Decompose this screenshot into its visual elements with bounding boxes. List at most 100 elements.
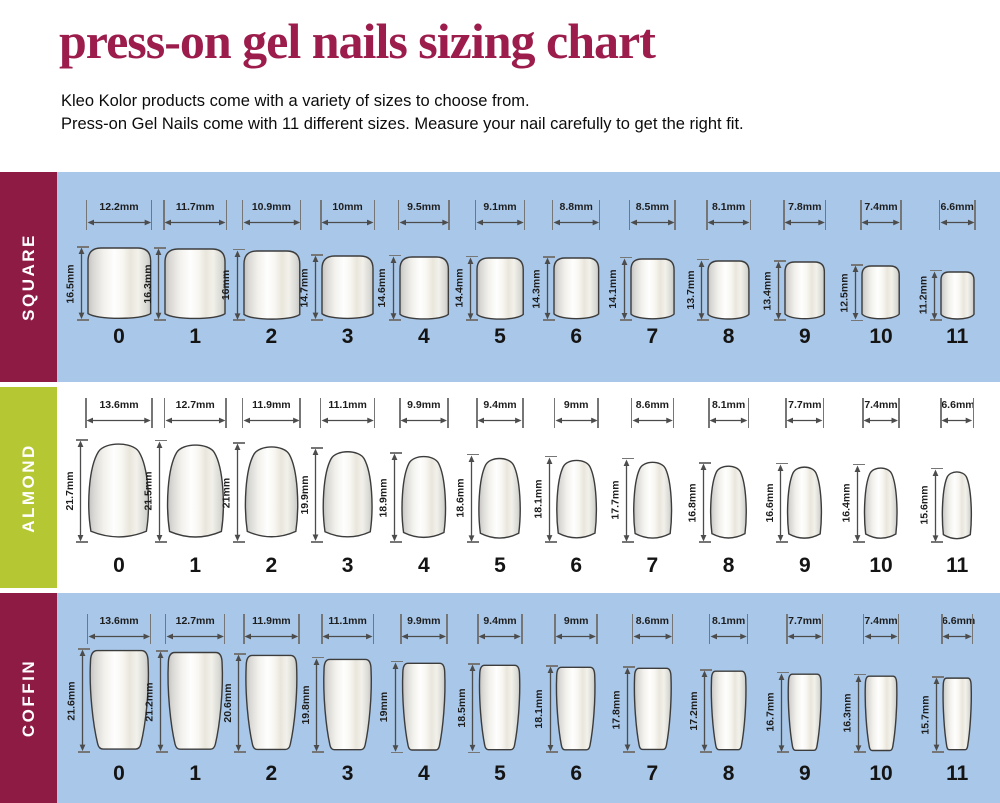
dimension-arrow bbox=[784, 219, 825, 226]
size-number: 5 bbox=[494, 554, 506, 577]
dimension-arrow bbox=[87, 219, 151, 226]
dimension-arrow-wrap bbox=[776, 464, 785, 542]
dimension-tick bbox=[163, 200, 165, 230]
dimension-tick bbox=[851, 319, 864, 321]
dimension-arrow-wrap bbox=[633, 632, 673, 641]
dimension-tick bbox=[311, 319, 324, 321]
dimension-arrow bbox=[852, 265, 859, 320]
width-dimension-label: 11.1mm bbox=[328, 615, 367, 627]
nail-cell: 9.4mm 18.6mm 5 bbox=[455, 387, 538, 588]
dimension-tick bbox=[164, 614, 167, 644]
dimension-arrow-wrap bbox=[861, 218, 901, 227]
dimension-arrow bbox=[700, 463, 707, 542]
dimension-arrow bbox=[544, 257, 551, 320]
height-dimension-label: 14.7mm bbox=[298, 268, 311, 308]
dimension-tick bbox=[372, 614, 375, 644]
dimension-tick bbox=[972, 398, 975, 428]
size-number: 4 bbox=[417, 554, 430, 577]
dimension-tick bbox=[783, 200, 785, 230]
dimension-tick bbox=[310, 447, 323, 449]
width-dimension-label: 6.6mm bbox=[941, 399, 975, 411]
height-dimension: 20.6mm bbox=[221, 653, 247, 753]
height-dimension-label: 19.9mm bbox=[298, 475, 311, 515]
dimension-arrow-wrap bbox=[700, 670, 709, 752]
dimension-tick bbox=[155, 650, 168, 652]
height-dimension-label: 21.5mm bbox=[142, 471, 155, 512]
dimension-arrow-wrap bbox=[466, 257, 475, 320]
nail-cell: 7.4mm 16.3mm 10 bbox=[841, 593, 919, 803]
dimension-tick bbox=[76, 439, 89, 441]
dimension-arrow-wrap bbox=[243, 416, 300, 425]
dimension-arrow bbox=[932, 469, 939, 542]
dimension-tick bbox=[706, 200, 708, 230]
dimension-arrow bbox=[547, 666, 553, 752]
height-dimension: 18.6mm bbox=[454, 453, 480, 543]
size-number: 10 bbox=[869, 325, 893, 348]
dimension-arrow-wrap bbox=[165, 416, 226, 425]
height-dimension: 19.9mm bbox=[298, 447, 323, 543]
nail-shape-almond bbox=[322, 451, 373, 539]
dimension-arrow bbox=[778, 673, 785, 752]
height-dimension: 16.8mm bbox=[686, 462, 712, 543]
dimension-arrow bbox=[165, 417, 226, 424]
nail-cell: 12.2mm 16.5mm 0 bbox=[64, 172, 157, 382]
dimension-tick bbox=[232, 541, 245, 543]
dimension-tick bbox=[467, 541, 480, 543]
dimension-tick bbox=[151, 398, 153, 428]
nail-cell: 8.5mm 14.1mm 7 bbox=[607, 172, 690, 382]
dimension-tick bbox=[622, 666, 635, 668]
dimension-tick bbox=[862, 614, 865, 644]
height-dimension: 19.8mm bbox=[299, 656, 325, 753]
dimension-arrow-wrap bbox=[76, 440, 85, 542]
height-dimension-label: 16.4mm bbox=[840, 483, 853, 523]
height-dimension: 21.2mm bbox=[143, 650, 168, 753]
height-dimension-label: 15.7mm bbox=[919, 695, 932, 735]
dimension-tick bbox=[929, 319, 942, 321]
dimension-arrow bbox=[166, 633, 224, 640]
nail-shape-coffin bbox=[401, 662, 446, 751]
dimension-tick bbox=[77, 751, 90, 753]
size-number: 8 bbox=[722, 762, 735, 785]
nail-shape-coffin bbox=[942, 677, 973, 751]
dimension-tick bbox=[697, 319, 710, 321]
dimension-tick bbox=[622, 751, 635, 753]
width-dimension-label: 6.6mm bbox=[942, 615, 976, 627]
width-dimension-label: 12.7mm bbox=[175, 399, 215, 411]
nail-shape-coffin bbox=[633, 668, 672, 751]
dimension-tick bbox=[232, 442, 245, 444]
nail-shape-almond bbox=[864, 467, 898, 539]
dimension-arrow bbox=[469, 664, 476, 752]
height-dimension: 18.9mm bbox=[377, 452, 403, 543]
subtitle-line-1: Kleo Kolor products come with a variety … bbox=[61, 92, 530, 110]
dimension-tick bbox=[774, 319, 787, 321]
dimension-arrow-wrap bbox=[243, 218, 301, 227]
section-almond: ALMOND 13.6mm 21.7mm 0 12.7mm 21.5mm 1 11.9mm 21… bbox=[0, 387, 1000, 588]
width-dimension-label: 8.5mm bbox=[635, 201, 670, 213]
height-dimension: 16mm bbox=[220, 248, 245, 321]
size-number: 1 bbox=[189, 762, 202, 785]
dimension-arrow bbox=[164, 219, 226, 226]
width-dimension-label: 7.4mm bbox=[864, 201, 898, 213]
dimension-tick bbox=[931, 541, 944, 543]
size-number: 7 bbox=[646, 762, 659, 785]
width-dimension: 11.9mm bbox=[243, 614, 300, 646]
nail-cell: 8.6mm 17.8mm 7 bbox=[610, 593, 690, 803]
dimension-arrow bbox=[469, 455, 475, 542]
dimension-arrow bbox=[244, 633, 299, 640]
dimension-arrow bbox=[467, 257, 474, 320]
width-dimension: 6.6mm bbox=[938, 200, 976, 232]
dimension-arrow-wrap bbox=[623, 667, 632, 752]
size-number: 10 bbox=[869, 762, 893, 785]
width-dimension: 7.4mm bbox=[862, 398, 900, 430]
dimension-tick bbox=[477, 614, 479, 644]
height-dimension-label: 21.2mm bbox=[143, 682, 156, 722]
width-dimension: 9mm bbox=[553, 398, 599, 430]
dimension-tick bbox=[299, 200, 302, 230]
width-dimension: 9.9mm bbox=[399, 398, 449, 430]
dimension-tick bbox=[391, 660, 404, 663]
size-number: 8 bbox=[722, 554, 735, 577]
height-dimension: 14.1mm bbox=[607, 256, 632, 321]
dimension-arrow bbox=[234, 443, 241, 542]
size-number: 6 bbox=[570, 554, 583, 577]
dimension-tick bbox=[708, 398, 710, 428]
